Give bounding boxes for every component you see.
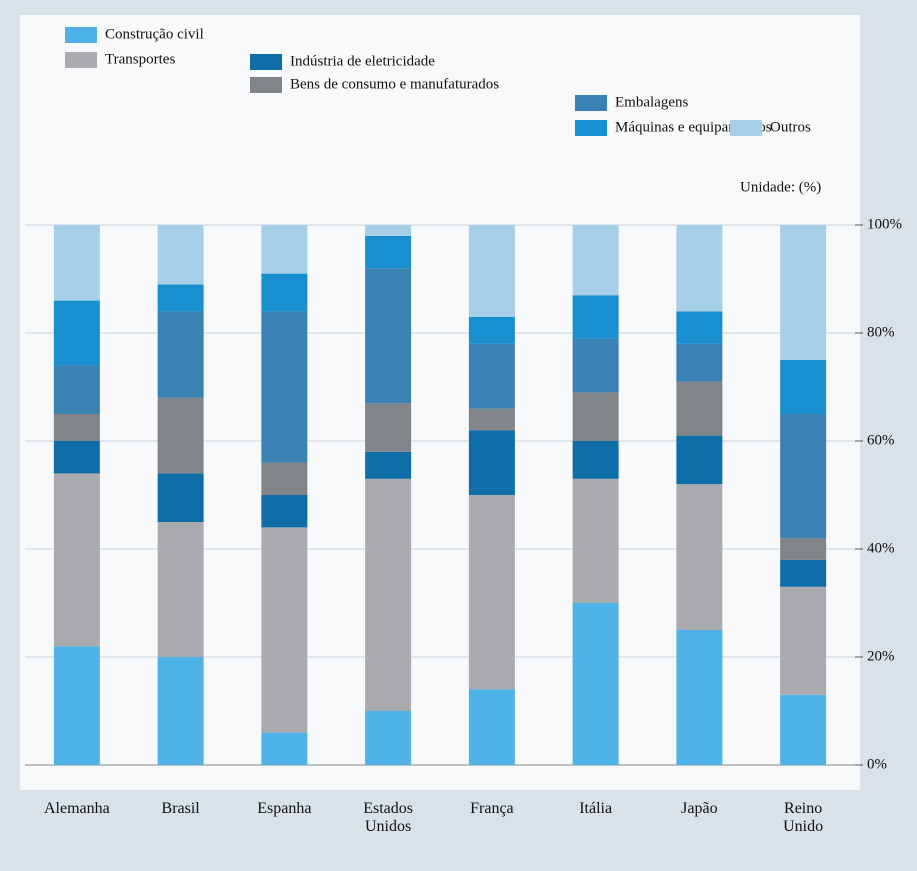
legend-swatch	[65, 52, 97, 68]
x-tick-label: Espanha	[257, 800, 312, 817]
bar-segment	[676, 630, 723, 765]
legend-swatch	[575, 120, 607, 136]
legend-label: Indústria de eletricidade	[290, 53, 435, 69]
legend-swatch	[250, 77, 282, 93]
bar-segment	[676, 311, 723, 344]
bar-segment	[157, 284, 204, 312]
bar-segment	[365, 451, 412, 479]
bar-segment	[261, 732, 308, 765]
y-tick-label: 20%	[867, 648, 895, 664]
y-tick-label: 40%	[867, 540, 895, 556]
x-tick-label: Reino Unido	[783, 800, 824, 835]
bar-segment	[157, 473, 204, 522]
bar-segment	[780, 414, 827, 539]
bar-segment	[365, 711, 412, 765]
bar-segment	[53, 225, 100, 301]
legend-swatch	[250, 54, 282, 70]
x-tick-label: Brasil	[161, 800, 200, 817]
bar-segment	[261, 273, 308, 312]
bar-segment	[365, 403, 412, 452]
bar-segment	[572, 225, 619, 296]
x-tick-label: Japão	[681, 800, 718, 817]
bar-segment	[261, 225, 308, 274]
bar-segment	[676, 435, 723, 485]
bar-segment	[157, 397, 204, 474]
bar-segment	[261, 527, 308, 733]
legend-swatch	[65, 27, 97, 43]
x-tick-label: Estados Unidos	[363, 800, 414, 835]
bar-segment	[676, 381, 723, 436]
bar-segment	[468, 343, 515, 409]
bar-segment	[468, 408, 515, 431]
bar-segment	[572, 392, 619, 441]
bar-segment	[468, 689, 515, 765]
bar-segment	[780, 694, 827, 765]
legend-swatch	[730, 120, 762, 136]
bar-segment	[780, 559, 827, 587]
bar-segment	[676, 343, 723, 382]
bar-segment	[572, 603, 619, 765]
bar-segment	[157, 311, 204, 398]
bar-segment	[780, 360, 827, 414]
bar-segment	[53, 414, 100, 441]
bar-segment	[261, 495, 308, 528]
bar-segment	[53, 365, 100, 414]
bar-segment	[365, 478, 412, 711]
bar-segment	[468, 316, 515, 344]
bar-segment	[157, 225, 204, 285]
bar-segment	[53, 300, 100, 366]
legend-label: Outros	[770, 119, 811, 135]
bar-segment	[780, 586, 827, 695]
legend-swatch	[575, 95, 607, 111]
bar-segment	[53, 473, 100, 647]
bar-segment	[468, 495, 515, 690]
unit-annotation: Unidade: (%)	[740, 179, 821, 195]
bar-segment	[780, 225, 827, 360]
bar-segment	[676, 225, 723, 312]
y-tick-label: 100%	[867, 216, 902, 232]
legend-label: Bens de consumo e manufaturados	[290, 76, 499, 92]
y-tick-label: 80%	[867, 324, 895, 340]
bar-segment	[53, 441, 100, 474]
bar-segment	[261, 462, 308, 495]
bar-segment	[572, 478, 619, 603]
y-tick-label: 60%	[867, 432, 895, 448]
bar-segment	[572, 441, 619, 479]
bar-segment	[157, 522, 204, 657]
bar-segment	[572, 338, 619, 393]
bar-segment	[468, 430, 515, 495]
x-tick-label: França	[470, 800, 514, 817]
bar-segment	[365, 268, 412, 404]
bar-segment	[572, 295, 619, 339]
x-tick-label: Alemanha	[44, 800, 110, 817]
legend-label: Embalagens	[615, 94, 688, 110]
bar-segment	[157, 657, 204, 765]
bar-segment	[365, 225, 412, 236]
bar-segment	[780, 538, 827, 560]
bar-segment	[261, 311, 308, 463]
bar-segment	[676, 484, 723, 630]
bar-segment	[365, 235, 412, 269]
bar-segment	[468, 225, 515, 317]
y-tick-label: 0%	[867, 756, 887, 772]
x-tick-label: Itália	[579, 800, 613, 817]
legend-label: Construção civil	[105, 26, 204, 42]
bar-segment	[53, 646, 100, 765]
legend-label: Transportes	[105, 51, 175, 67]
